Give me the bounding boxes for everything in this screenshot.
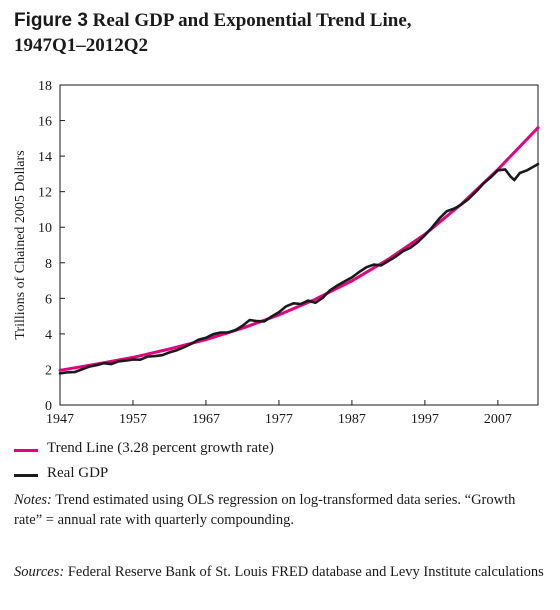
x-tick-label: 2007 (484, 412, 512, 427)
line-chart: 0 2 4 6 8 10 12 14 16 18 1947 1957 1967 1977 1987 1997 2… (13, 79, 540, 427)
chart-axes: 0 2 4 6 8 10 12 14 16 18 1947 1957 1967 1977 1987 1997 2… (13, 79, 539, 427)
series-line-real-gdp (58, 162, 540, 375)
sources-label: Sources: (14, 564, 65, 580)
legend-swatch (14, 474, 38, 477)
sources: Sources: Federal Reserve Bank of St. Lou… (14, 562, 544, 582)
sources-text: Federal Reserve Bank of St. Louis FRED d… (64, 564, 544, 580)
legend-label: Trend Line (3.28 percent growth rate) (47, 440, 274, 456)
series-line-trend (58, 126, 540, 372)
y-tick-label: 2 (45, 363, 52, 378)
x-tick-label: 1967 (192, 412, 220, 427)
legend-item: Trend Line (3.28 percent growth rate) (14, 440, 434, 460)
y-tick-label: 14 (38, 150, 52, 165)
figure-title: Figure 3 Real GDP and Exponential Trend … (14, 8, 554, 58)
y-tick-label: 0 (45, 399, 52, 414)
notes: Notes: Trend estimated using OLS regress… (14, 490, 544, 530)
y-tick-label: 12 (38, 186, 52, 201)
plot-frame (59, 84, 539, 406)
x-tick-label: 1977 (265, 412, 293, 427)
y-axis-label: Trillions of Chained 2005 Dollars (13, 150, 28, 339)
x-tick-label: 1987 (338, 412, 366, 427)
y-tick-label: 16 (38, 115, 52, 130)
chart-series (58, 126, 540, 375)
y-tick-label: 6 (45, 292, 52, 307)
figure-title-main: Real GDP and Exponential Trend Line, (92, 10, 412, 31)
y-tick-label: 4 (45, 328, 52, 343)
x-tick-label: 1997 (411, 412, 439, 427)
y-tick-label: 18 (38, 79, 52, 94)
legend-swatch (14, 449, 38, 452)
figure-title-line2: 1947Q1–2012Q2 (14, 35, 149, 56)
legend-label: Real GDP (47, 465, 109, 481)
notes-text: Trend estimated using OLS regression on … (14, 492, 516, 528)
x-tick-label: 1947 (46, 412, 74, 427)
y-tick-label: 10 (38, 221, 52, 236)
y-tick-label: 8 (45, 257, 52, 272)
x-tick-label: 1957 (119, 412, 147, 427)
notes-label: Notes: (14, 492, 52, 508)
figure-label: Figure 3 (14, 10, 88, 31)
legend-item: Real GDP (14, 465, 434, 485)
